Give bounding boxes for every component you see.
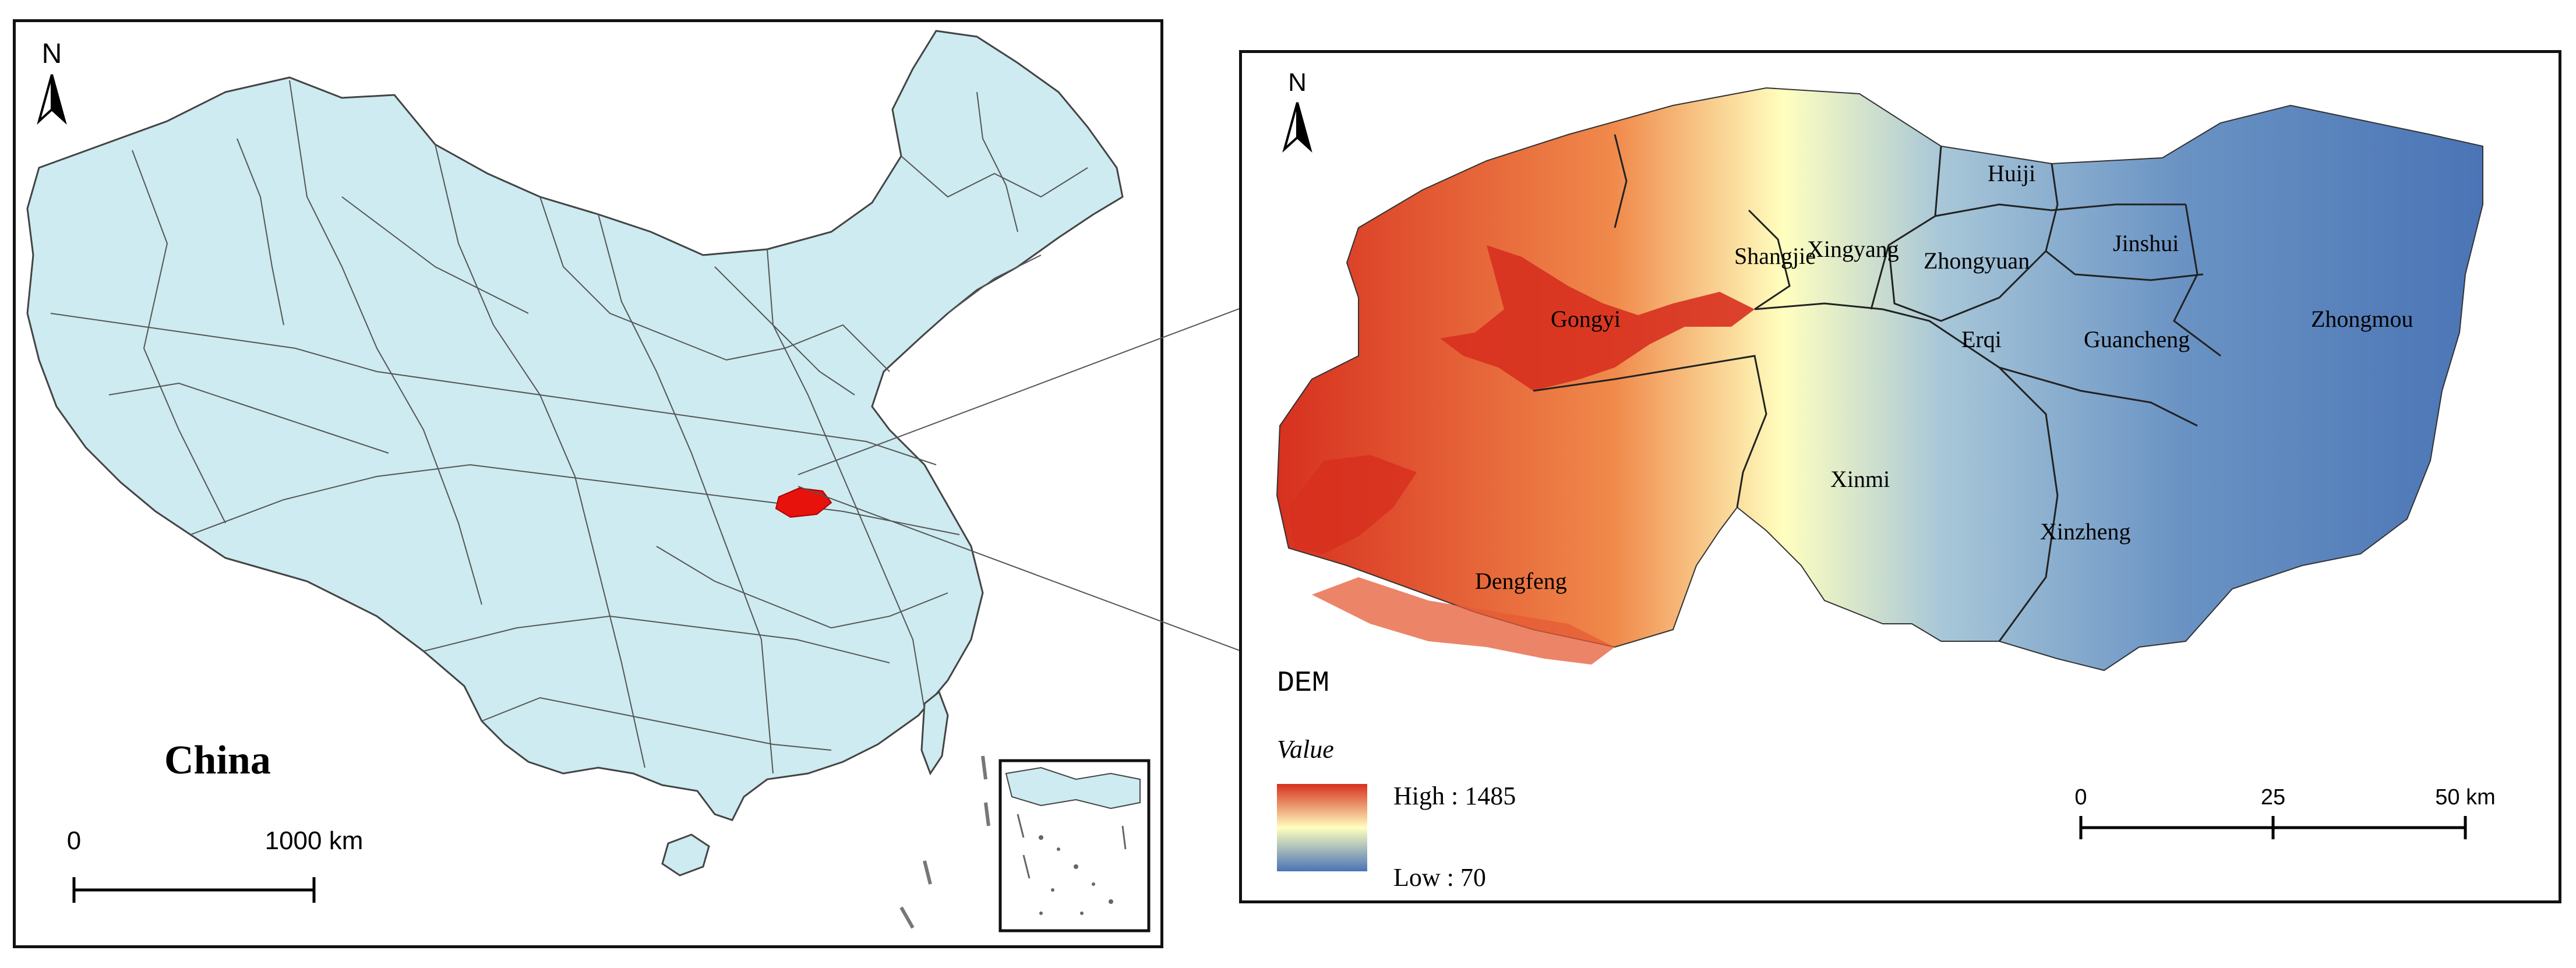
china-map-panel: N China 0 1000 km bbox=[13, 19, 1163, 948]
district-labels: Huiji Jinshui Shangjie Xingyang Zhongyua… bbox=[1475, 160, 2413, 594]
district-label-xinzheng: Xinzheng bbox=[2040, 518, 2131, 545]
hainan-island bbox=[661, 833, 710, 877]
nine-dash-fragments bbox=[899, 755, 990, 929]
scale-tick-0: 0 bbox=[2074, 785, 2087, 810]
district-label-zhongyuan: Zhongyuan bbox=[1924, 248, 2030, 274]
china-north-arrow: N bbox=[37, 38, 67, 125]
district-label-gongyi: Gongyi bbox=[1551, 306, 1621, 332]
dem-surface bbox=[1276, 87, 2483, 672]
district-label-shangjie: Shangjie bbox=[1734, 243, 1816, 269]
legend-low-label: Low : 70 bbox=[1393, 863, 1486, 892]
zhengzhou-north-label: N bbox=[1288, 68, 1307, 97]
dem-label: DEM bbox=[1277, 667, 1329, 700]
district-label-dengfeng: Dengfeng bbox=[1475, 568, 1567, 594]
china-north-label: N bbox=[42, 38, 62, 69]
district-label-guancheng: Guancheng bbox=[2084, 326, 2190, 352]
district-label-erqi: Erqi bbox=[1961, 326, 2002, 352]
district-label-jinshui: Jinshui bbox=[2113, 230, 2179, 256]
china-map-canvas: N China 0 1000 km bbox=[26, 30, 1151, 932]
elevation-legend: Value High : 1485 Low : 70 bbox=[1277, 735, 1516, 892]
china-landmass bbox=[26, 30, 1124, 821]
china-scale-bar: 0 1000 km bbox=[67, 826, 364, 903]
dem-highland-dengfeng bbox=[1289, 455, 1417, 554]
china-scale-start: 0 bbox=[67, 826, 81, 855]
dem-highland-gongyi bbox=[1440, 245, 1755, 391]
district-boundaries bbox=[1533, 134, 2221, 642]
dem-highland-south bbox=[1312, 577, 1615, 665]
taiwan-island bbox=[920, 690, 949, 776]
south-china-sea-inset bbox=[998, 759, 1151, 932]
zhengzhou-north-arrow: N bbox=[1282, 68, 1312, 153]
scale-tick-25: 25 bbox=[2261, 785, 2285, 810]
zhengzhou-map-canvas: N Huiji Jinshui Shangjie Xingyang Zhongy… bbox=[1276, 68, 2496, 892]
district-label-xingyang: Xingyang bbox=[1807, 236, 1899, 262]
district-label-zhongmou: Zhongmou bbox=[2311, 306, 2413, 332]
china-country-label: China bbox=[164, 738, 271, 783]
zhengzhou-dem-panel: N Huiji Jinshui Shangjie Xingyang Zhongy… bbox=[1239, 50, 2561, 903]
scale-tick-50: 50 km bbox=[2435, 785, 2495, 810]
legend-title: Value bbox=[1277, 735, 1334, 764]
zhengzhou-scale-bar: 0 25 50 km bbox=[2074, 785, 2496, 839]
district-label-xinmi: Xinmi bbox=[1830, 466, 1890, 492]
legend-color-ramp bbox=[1277, 784, 1367, 871]
district-label-huiji: Huiji bbox=[1988, 160, 2035, 186]
legend-high-label: High : 1485 bbox=[1393, 782, 1516, 810]
china-scale-end: 1000 km bbox=[265, 826, 364, 855]
